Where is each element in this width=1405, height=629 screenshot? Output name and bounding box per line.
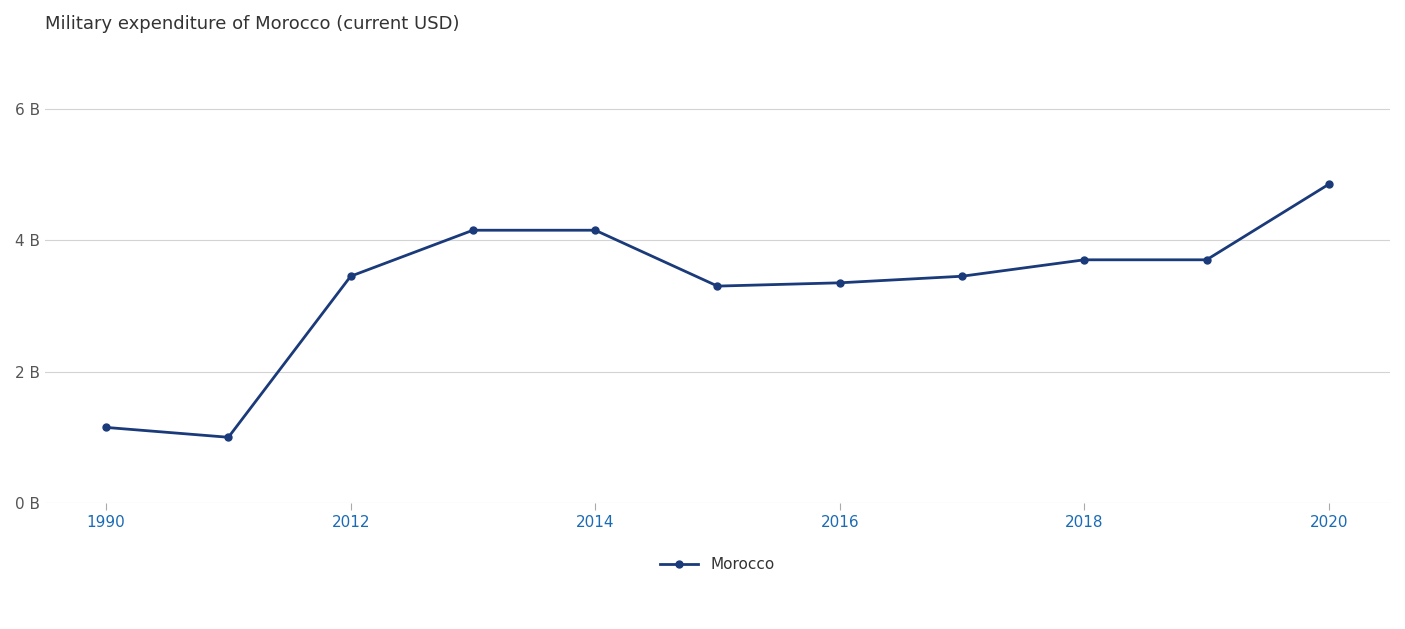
Morocco: [587, 226, 604, 234]
Text: Military expenditure of Morocco (current USD): Military expenditure of Morocco (current…: [45, 15, 459, 33]
Morocco: [221, 433, 237, 441]
Morocco: [832, 279, 849, 287]
Morocco: [98, 424, 115, 431]
Morocco: [954, 272, 971, 280]
Morocco: [710, 282, 726, 290]
Morocco: [465, 226, 482, 234]
Line: Morocco: Morocco: [103, 181, 1332, 441]
Morocco: [1076, 256, 1093, 264]
Morocco: [343, 272, 360, 280]
Morocco: [1321, 181, 1338, 188]
Morocco: [1198, 256, 1215, 264]
Legend: Morocco: Morocco: [655, 551, 781, 578]
